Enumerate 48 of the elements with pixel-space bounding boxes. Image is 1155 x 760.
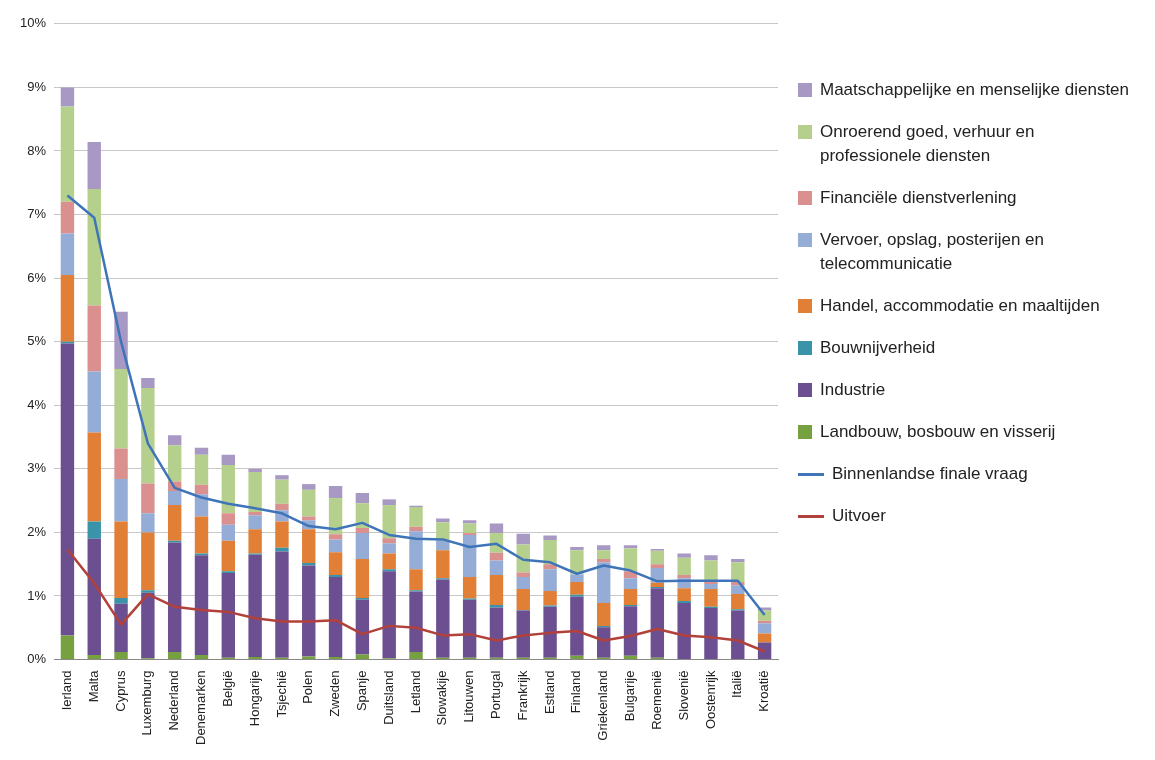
- x-tick-label: Kroatië: [756, 670, 772, 712]
- x-tick-label: Oostenrijk: [702, 670, 718, 730]
- legend-label: Maatschappelijke en menselijke diensten: [820, 79, 1130, 101]
- y-tick-label: 1%: [27, 587, 47, 603]
- x-tick-label: Tsjechië: [273, 670, 289, 718]
- legend-label: Landbouw, bosbouw en visserij: [820, 421, 1056, 443]
- x-tick-label: Malta: [85, 669, 101, 703]
- y-tick-label: 7%: [27, 206, 47, 222]
- y-tick-label: 6%: [27, 269, 47, 285]
- x-tick-label: Nederland: [166, 670, 182, 731]
- x-tick-label: Hongarije: [246, 670, 262, 727]
- x-tick-label: Bulgarije: [622, 670, 638, 722]
- x-tick-label: Ierland: [59, 670, 74, 711]
- x-tick-label: Frankrijk: [514, 670, 530, 721]
- legend-label: Financiële dienstverlening: [820, 187, 1017, 209]
- y-tick-label: 5%: [27, 333, 47, 349]
- y-tick-label: 4%: [27, 396, 47, 412]
- x-tick-label: Slovenië: [675, 670, 691, 721]
- x-tick-label: België: [219, 670, 235, 707]
- x-tick-label: Polen: [300, 670, 316, 704]
- x-tick-label: Slowakije: [434, 670, 450, 726]
- x-tick-label: Italië: [729, 670, 745, 699]
- y-tick-label: 10%: [19, 15, 47, 31]
- x-tick-label: Portugal: [488, 670, 504, 719]
- x-tick-label: Griekenland: [595, 670, 611, 741]
- legend-label: Bouwnijverheid: [820, 337, 936, 359]
- legend-label: Handel, accommodatie en maaltijden: [820, 295, 1100, 317]
- x-tick-label: Luxemburg: [139, 670, 155, 736]
- y-tick-label: 0%: [27, 651, 47, 667]
- x-tick-label: Letland: [407, 670, 423, 714]
- y-tick-label: 2%: [27, 524, 47, 539]
- legend-label: Industrie: [820, 379, 886, 401]
- x-tick-label: Denemarken: [193, 670, 209, 746]
- legend-label: Onroerend goed, verhuur en professionele diensten: [820, 121, 1036, 167]
- x-tick-label: Roemenië: [648, 670, 664, 730]
- x-tick-label: Litouwen: [461, 670, 477, 723]
- y-tick-label: 3%: [27, 460, 47, 476]
- legend-label: Vervoer, opslag, posterijen en telecommunicatie: [820, 229, 1045, 275]
- x-tick-label: Finland: [568, 670, 584, 714]
- y-tick-label: 8%: [27, 142, 47, 158]
- legend-label: Binnenlandse finale vraag: [832, 463, 1028, 485]
- x-tick-label: Cyprus: [112, 670, 128, 712]
- x-tick-label: Duitsland: [380, 670, 396, 725]
- y-tick-label: 9%: [27, 78, 47, 94]
- x-tick-label: Estland: [541, 670, 557, 714]
- x-tick-label: Spanje: [353, 670, 369, 712]
- legend-label: Uitvoer: [832, 505, 886, 527]
- x-tick-label: Zweden: [327, 670, 343, 717]
